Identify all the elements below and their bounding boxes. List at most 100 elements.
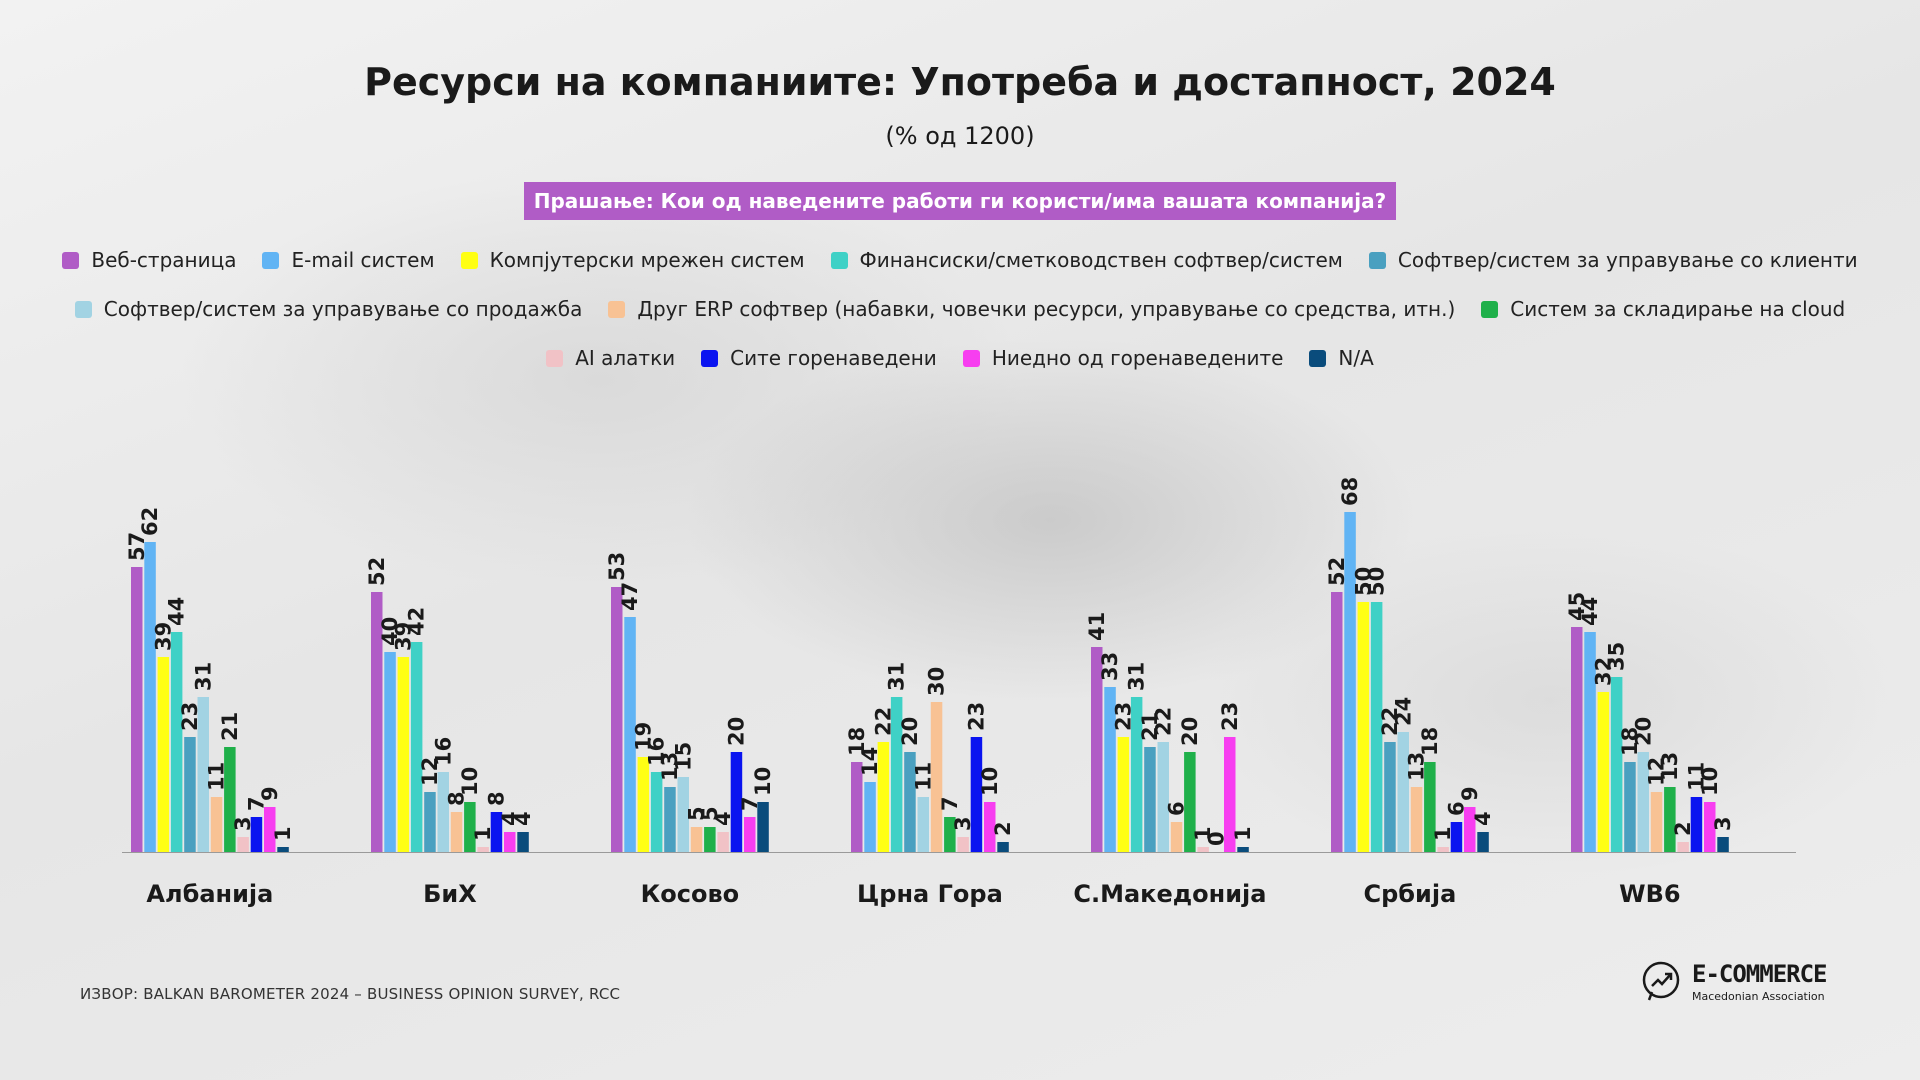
bar bbox=[984, 802, 996, 852]
bar bbox=[890, 697, 903, 852]
data-label: 44 bbox=[165, 597, 189, 626]
data-label: 20 bbox=[898, 717, 922, 746]
bar bbox=[197, 697, 209, 852]
data-label: 68 bbox=[1338, 477, 1362, 506]
bar bbox=[224, 747, 236, 852]
bar bbox=[1184, 752, 1196, 852]
data-label: 3 bbox=[1711, 816, 1735, 831]
bar bbox=[1624, 762, 1636, 852]
chart-subtitle: (% од 1200) bbox=[885, 122, 1035, 150]
data-label: 4 bbox=[511, 811, 535, 826]
bar bbox=[1650, 792, 1663, 852]
bar bbox=[1117, 737, 1130, 852]
legend-item: Веб-страница bbox=[62, 248, 236, 272]
bar bbox=[1224, 737, 1236, 852]
bar bbox=[477, 847, 489, 852]
legend-label: Систем за складирање на cloud bbox=[1510, 297, 1846, 321]
bar bbox=[611, 587, 623, 852]
data-label: 44 bbox=[1578, 597, 1602, 626]
bar bbox=[1477, 832, 1489, 852]
bar bbox=[1584, 632, 1596, 852]
data-label: 3 bbox=[231, 816, 255, 831]
bar bbox=[1704, 802, 1716, 852]
legend-label: Софтвер/систем за управување со клиенти bbox=[1397, 248, 1858, 272]
bar bbox=[851, 762, 863, 852]
data-label: 35 bbox=[1605, 642, 1629, 671]
bar bbox=[517, 832, 529, 852]
data-label: 7 bbox=[938, 796, 962, 811]
bar bbox=[157, 657, 170, 852]
bar bbox=[1637, 752, 1649, 852]
bar bbox=[371, 592, 383, 852]
legend-swatch bbox=[608, 300, 626, 318]
bar bbox=[997, 842, 1009, 852]
data-label: 10 bbox=[751, 767, 775, 796]
category-label: Косово bbox=[641, 880, 740, 908]
data-label: 16 bbox=[645, 737, 669, 766]
legend-label: E-mail систем bbox=[291, 248, 435, 272]
data-label: 33 bbox=[1098, 652, 1122, 681]
bar bbox=[1344, 512, 1356, 852]
bar bbox=[1370, 602, 1383, 852]
bar bbox=[717, 832, 729, 852]
bar bbox=[410, 642, 423, 852]
data-label: 1 bbox=[1431, 826, 1455, 841]
bar bbox=[1130, 697, 1143, 852]
data-label: 41 bbox=[1085, 612, 1109, 641]
data-label: 1 bbox=[271, 826, 295, 841]
bar bbox=[1437, 847, 1449, 852]
data-label: 1 bbox=[471, 826, 495, 841]
bar bbox=[384, 652, 396, 852]
bar bbox=[757, 802, 769, 852]
data-label: 21 bbox=[218, 712, 242, 741]
legend-item: Друг ERP софтвер (набавки, човечки ресур… bbox=[608, 297, 1455, 321]
question-banner-wrap: Прашање: Кои од наведените работи ги кор… bbox=[0, 182, 1920, 220]
data-label: 18 bbox=[845, 727, 869, 756]
bar bbox=[1571, 627, 1583, 852]
data-label: 13 bbox=[658, 752, 682, 781]
category-label: Црна Гора bbox=[857, 880, 1003, 908]
bar bbox=[1450, 822, 1463, 852]
legend-item: N/A bbox=[1309, 346, 1374, 370]
data-label: 50 bbox=[1365, 567, 1389, 596]
legend-swatch bbox=[74, 300, 92, 318]
bar bbox=[264, 807, 276, 852]
legend-item: Сите горенаведени bbox=[701, 346, 937, 370]
legend-swatch bbox=[62, 251, 80, 269]
trend-chat-icon bbox=[1642, 961, 1680, 1001]
legend-row-1: Веб-страница E-mail систем Компјутерски … bbox=[0, 248, 1920, 272]
data-label: 20 bbox=[724, 717, 748, 746]
data-label: 4 bbox=[711, 811, 735, 826]
data-label: 22 bbox=[1151, 707, 1175, 736]
legend-item: Софтвер/систем за управување со клиенти bbox=[1368, 248, 1858, 272]
bar bbox=[1384, 742, 1396, 852]
bar bbox=[1717, 837, 1729, 852]
legend-label: AI алатки bbox=[575, 346, 676, 370]
bar bbox=[1357, 602, 1370, 852]
bar bbox=[917, 797, 929, 852]
data-label: 10 bbox=[458, 767, 482, 796]
data-label: 6 bbox=[1165, 801, 1189, 816]
legend-swatch bbox=[546, 349, 564, 367]
data-label: 31 bbox=[1125, 662, 1149, 691]
bar bbox=[184, 737, 196, 852]
legend-item: Ниедно од горенаведените bbox=[962, 346, 1283, 370]
bar bbox=[450, 812, 463, 852]
logo-subtitle: Macedonian Association bbox=[1692, 990, 1825, 1003]
bar bbox=[624, 617, 636, 852]
data-label: 47 bbox=[618, 582, 642, 611]
bar bbox=[397, 657, 410, 852]
data-label: 16 bbox=[431, 737, 455, 766]
legend-item: Софтвер/систем за управување со продажба bbox=[74, 297, 582, 321]
legend-swatch bbox=[1368, 251, 1386, 269]
bar bbox=[1157, 742, 1169, 852]
bar bbox=[690, 827, 703, 852]
bar bbox=[1170, 822, 1183, 852]
bar bbox=[1237, 847, 1249, 852]
legend-row-3: AI алатки Сите горенаведени Ниедно од го… bbox=[0, 346, 1920, 370]
bar bbox=[250, 817, 263, 852]
bar bbox=[637, 757, 650, 852]
legend-item: Систем за складирање на cloud bbox=[1481, 297, 1845, 321]
bar bbox=[210, 797, 223, 852]
